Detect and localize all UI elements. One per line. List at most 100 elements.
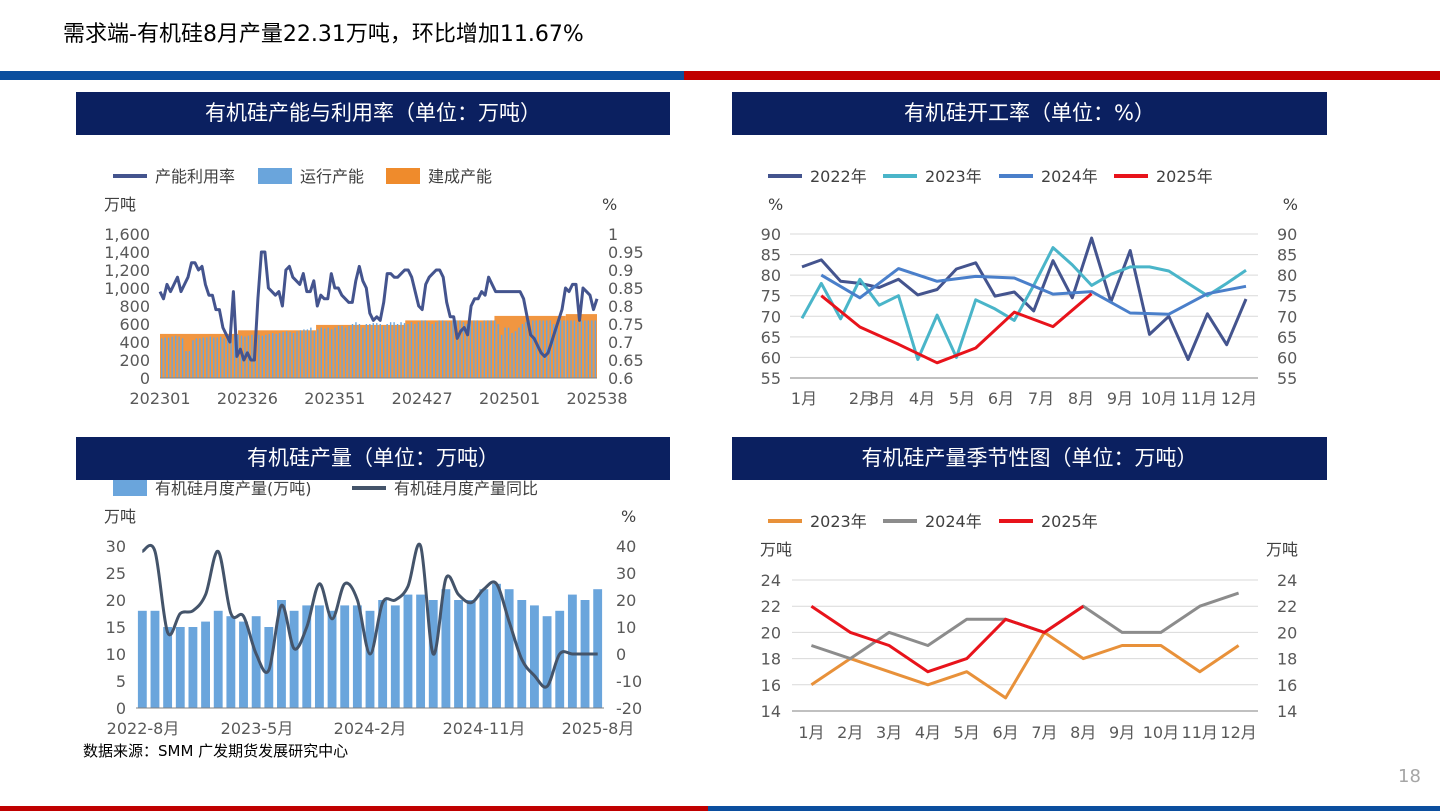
operating-legend-1-label: 2023年 xyxy=(925,167,982,186)
capacity-right-unit: % xyxy=(602,195,617,214)
seasonal-panel-title: 有机硅产量季节性图（单位：万吨） xyxy=(732,437,1327,480)
capacity-running-bar xyxy=(386,324,388,378)
seasonal-x-tick: 5月 xyxy=(954,723,980,742)
production-output-bar xyxy=(302,605,312,708)
capacity-running-bar xyxy=(525,322,527,378)
capacity-running-bar xyxy=(518,327,520,378)
production-right-tick: -20 xyxy=(616,699,642,718)
capacity-running-bar xyxy=(424,320,427,378)
capacity-running-bar xyxy=(476,320,479,378)
capacity-running-bar xyxy=(459,320,461,378)
capacity-running-bar xyxy=(483,320,485,378)
capacity-running-bar xyxy=(594,320,596,378)
production-x-tick: 2025-8月 xyxy=(562,719,635,738)
seasonal-left-tick: 16 xyxy=(761,676,781,695)
operating-x-tick: 5月 xyxy=(949,389,975,408)
production-output-bar xyxy=(593,589,603,708)
production-output-bar xyxy=(492,583,501,708)
capacity-running-bar xyxy=(164,337,166,378)
operating-legend-2-label: 2024年 xyxy=(1041,167,1098,186)
operating-right-tick: 85 xyxy=(1277,246,1297,265)
production-output-bar xyxy=(188,627,198,708)
bottom-divider-blue xyxy=(708,806,1440,811)
capacity-panel-title: 有机硅产能与利用率（单位：万吨） xyxy=(76,92,670,135)
production-left-tick: 15 xyxy=(106,618,126,637)
capacity-running-bar xyxy=(455,320,458,378)
capacity-running-bar xyxy=(441,320,444,378)
seasonal-legend-1-label: 2024年 xyxy=(925,512,982,531)
capacity-running-bar xyxy=(337,325,340,378)
capacity-left-tick: 1,600 xyxy=(104,225,150,244)
capacity-running-bar xyxy=(507,327,510,378)
capacity-running-bar xyxy=(167,337,170,378)
capacity-running-bar xyxy=(417,322,420,378)
capacity-legend-running-swatch xyxy=(258,168,292,184)
seasonal-right-tick: 20 xyxy=(1277,623,1297,642)
operating-right-tick: 70 xyxy=(1277,307,1297,326)
seasonal-right-tick: 24 xyxy=(1277,571,1297,590)
capacity-legend-utilization-label: 产能利用率 xyxy=(155,167,235,186)
capacity-running-bar xyxy=(466,324,468,378)
capacity-running-bar xyxy=(195,338,198,378)
capacity-running-bar xyxy=(473,320,475,378)
seasonal-x-tick: 9月 xyxy=(1109,723,1135,742)
seasonal-series-line-2 xyxy=(810,604,1085,674)
capacity-left-tick: 600 xyxy=(119,315,150,334)
capacity-running-bar xyxy=(348,325,350,378)
capacity-running-bar xyxy=(213,337,215,378)
capacity-running-bar xyxy=(528,320,531,378)
operating-series-line-0 xyxy=(801,236,1248,361)
seasonal-right-tick: 18 xyxy=(1277,650,1297,669)
capacity-running-bar xyxy=(289,332,291,378)
production-output-bar xyxy=(175,627,185,708)
production-output-bar xyxy=(277,600,286,708)
capacity-running-bar xyxy=(414,324,416,378)
capacity-running-bar xyxy=(584,320,586,378)
seasonal-left-tick: 14 xyxy=(761,702,781,721)
capacity-running-bar xyxy=(327,327,329,378)
capacity-running-bar xyxy=(174,335,177,378)
bottom-divider-red xyxy=(0,806,708,811)
production-output-bar xyxy=(530,605,539,708)
capacity-x-tick: 202326 xyxy=(217,389,278,408)
capacity-right-tick: 0.95 xyxy=(608,243,644,262)
capacity-running-bar xyxy=(199,338,201,378)
production-right-tick: 0 xyxy=(616,645,626,664)
capacity-left-tick: 400 xyxy=(119,333,150,352)
capacity-right-tick: 0.75 xyxy=(608,315,644,334)
capacity-running-bar xyxy=(435,322,437,378)
production-legend-output-label: 有机硅月度产量(万吨) xyxy=(155,479,312,498)
operating-x-tick: 8月 xyxy=(1068,389,1094,408)
production-right-tick: -10 xyxy=(616,672,642,691)
production-output-bar xyxy=(517,600,527,708)
operating-x-tick: 11月 xyxy=(1181,389,1217,408)
operating-right-tick: 55 xyxy=(1277,369,1297,388)
capacity-running-bar xyxy=(341,325,343,378)
capacity-left-tick: 1,000 xyxy=(104,279,150,298)
operating-right-tick: 65 xyxy=(1277,328,1297,347)
operating-x-tick: 4月 xyxy=(909,389,935,408)
capacity-running-bar xyxy=(258,334,260,378)
operating-left-tick: 80 xyxy=(761,266,781,285)
capacity-running-bar xyxy=(282,332,284,378)
capacity-running-bar xyxy=(469,320,472,378)
operating-x-tick: 3月 xyxy=(869,389,895,408)
production-panel-title: 有机硅产量（单位：万吨） xyxy=(76,437,670,480)
production-output-bar xyxy=(466,600,476,708)
production-output-bar xyxy=(327,610,337,708)
capacity-running-bar xyxy=(383,325,385,378)
capacity-running-bar xyxy=(493,320,496,378)
capacity-legend-built-swatch xyxy=(386,168,420,184)
production-legend-output-swatch xyxy=(113,480,147,496)
operating-x-tick: 12月 xyxy=(1221,389,1257,408)
capacity-running-bar xyxy=(410,322,413,378)
capacity-running-bar xyxy=(497,324,499,378)
production-output-bar xyxy=(201,621,210,708)
production-x-tick: 2023-5月 xyxy=(221,719,294,738)
operating-left-tick: 60 xyxy=(761,348,781,367)
capacity-running-bar xyxy=(275,333,277,378)
production-output-bar xyxy=(150,610,160,708)
capacity-right-tick: 0.7 xyxy=(608,333,633,352)
seasonal-x-tick: 2月 xyxy=(837,723,863,742)
seasonal-series-line-0 xyxy=(810,630,1240,700)
